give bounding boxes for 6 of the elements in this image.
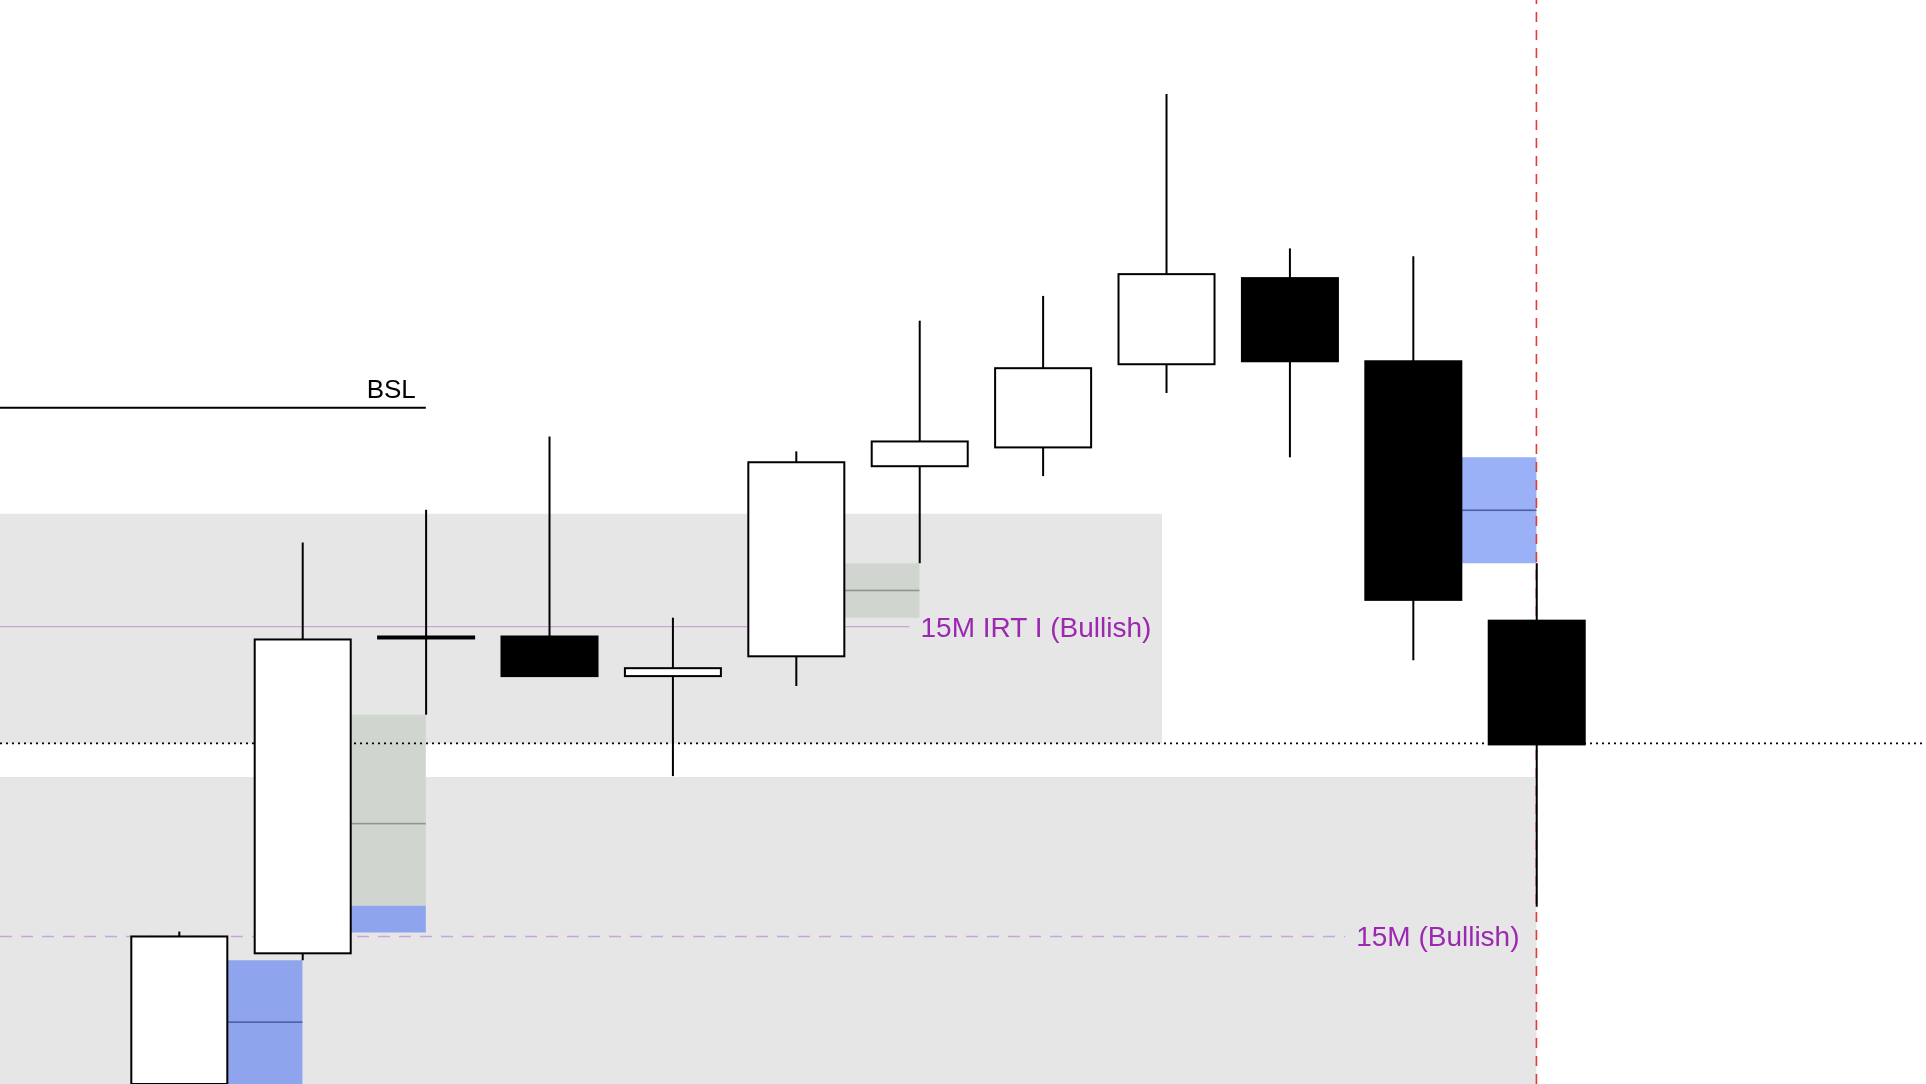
candlestick bbox=[870, 319, 969, 565]
candlestick bbox=[623, 616, 722, 778]
ref-line-label: 15M (Bullish) bbox=[1356, 921, 1520, 953]
candlestick bbox=[377, 508, 476, 716]
ref-line-label: 15M IRT I (Bullish) bbox=[920, 611, 1152, 643]
ref-line-label: BSL bbox=[366, 373, 416, 404]
